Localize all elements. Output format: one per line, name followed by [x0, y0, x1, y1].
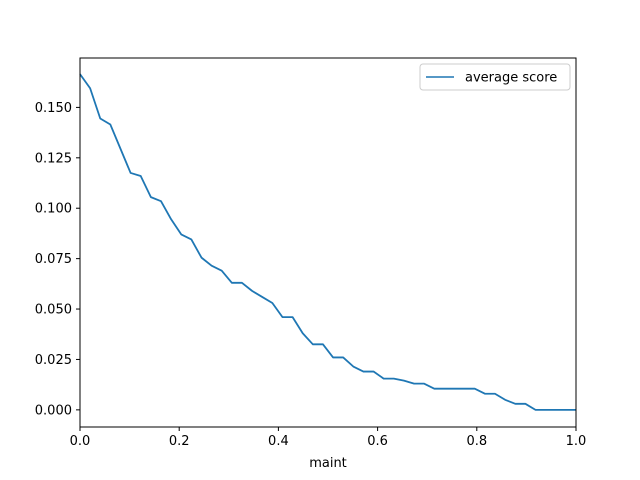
- x-tick-label: 0.4: [268, 434, 289, 449]
- x-axis: 0.0 0.2 0.4 0.6 0.8 1.0: [70, 427, 587, 449]
- y-tick-label: 0.125: [35, 151, 72, 166]
- y-tick-label: 0.100: [35, 202, 72, 217]
- axes-frame: [79, 57, 577, 428]
- x-tick-label: 0.2: [169, 434, 190, 449]
- y-tick-label: 0.075: [35, 252, 72, 267]
- series-line-average-score: [79, 73, 576, 411]
- y-axis: 0.000 0.025 0.050 0.075 0.100 0.125 0.150: [35, 101, 80, 418]
- x-tick-label: 0.0: [70, 434, 91, 449]
- x-tick-label: 1.0: [566, 434, 587, 449]
- plot-area: [79, 73, 576, 411]
- legend: average score: [419, 63, 571, 91]
- legend-label: average score: [465, 71, 557, 86]
- y-tick-label: 0.150: [35, 101, 72, 116]
- x-tick-label: 0.6: [367, 434, 388, 449]
- y-tick-label: 0.000: [35, 403, 72, 418]
- x-tick-label: 0.8: [466, 434, 487, 449]
- x-axis-label: maint: [309, 456, 347, 471]
- legend-box: [419, 63, 571, 91]
- y-tick-label: 0.050: [35, 303, 72, 318]
- y-tick-label: 0.025: [35, 353, 72, 368]
